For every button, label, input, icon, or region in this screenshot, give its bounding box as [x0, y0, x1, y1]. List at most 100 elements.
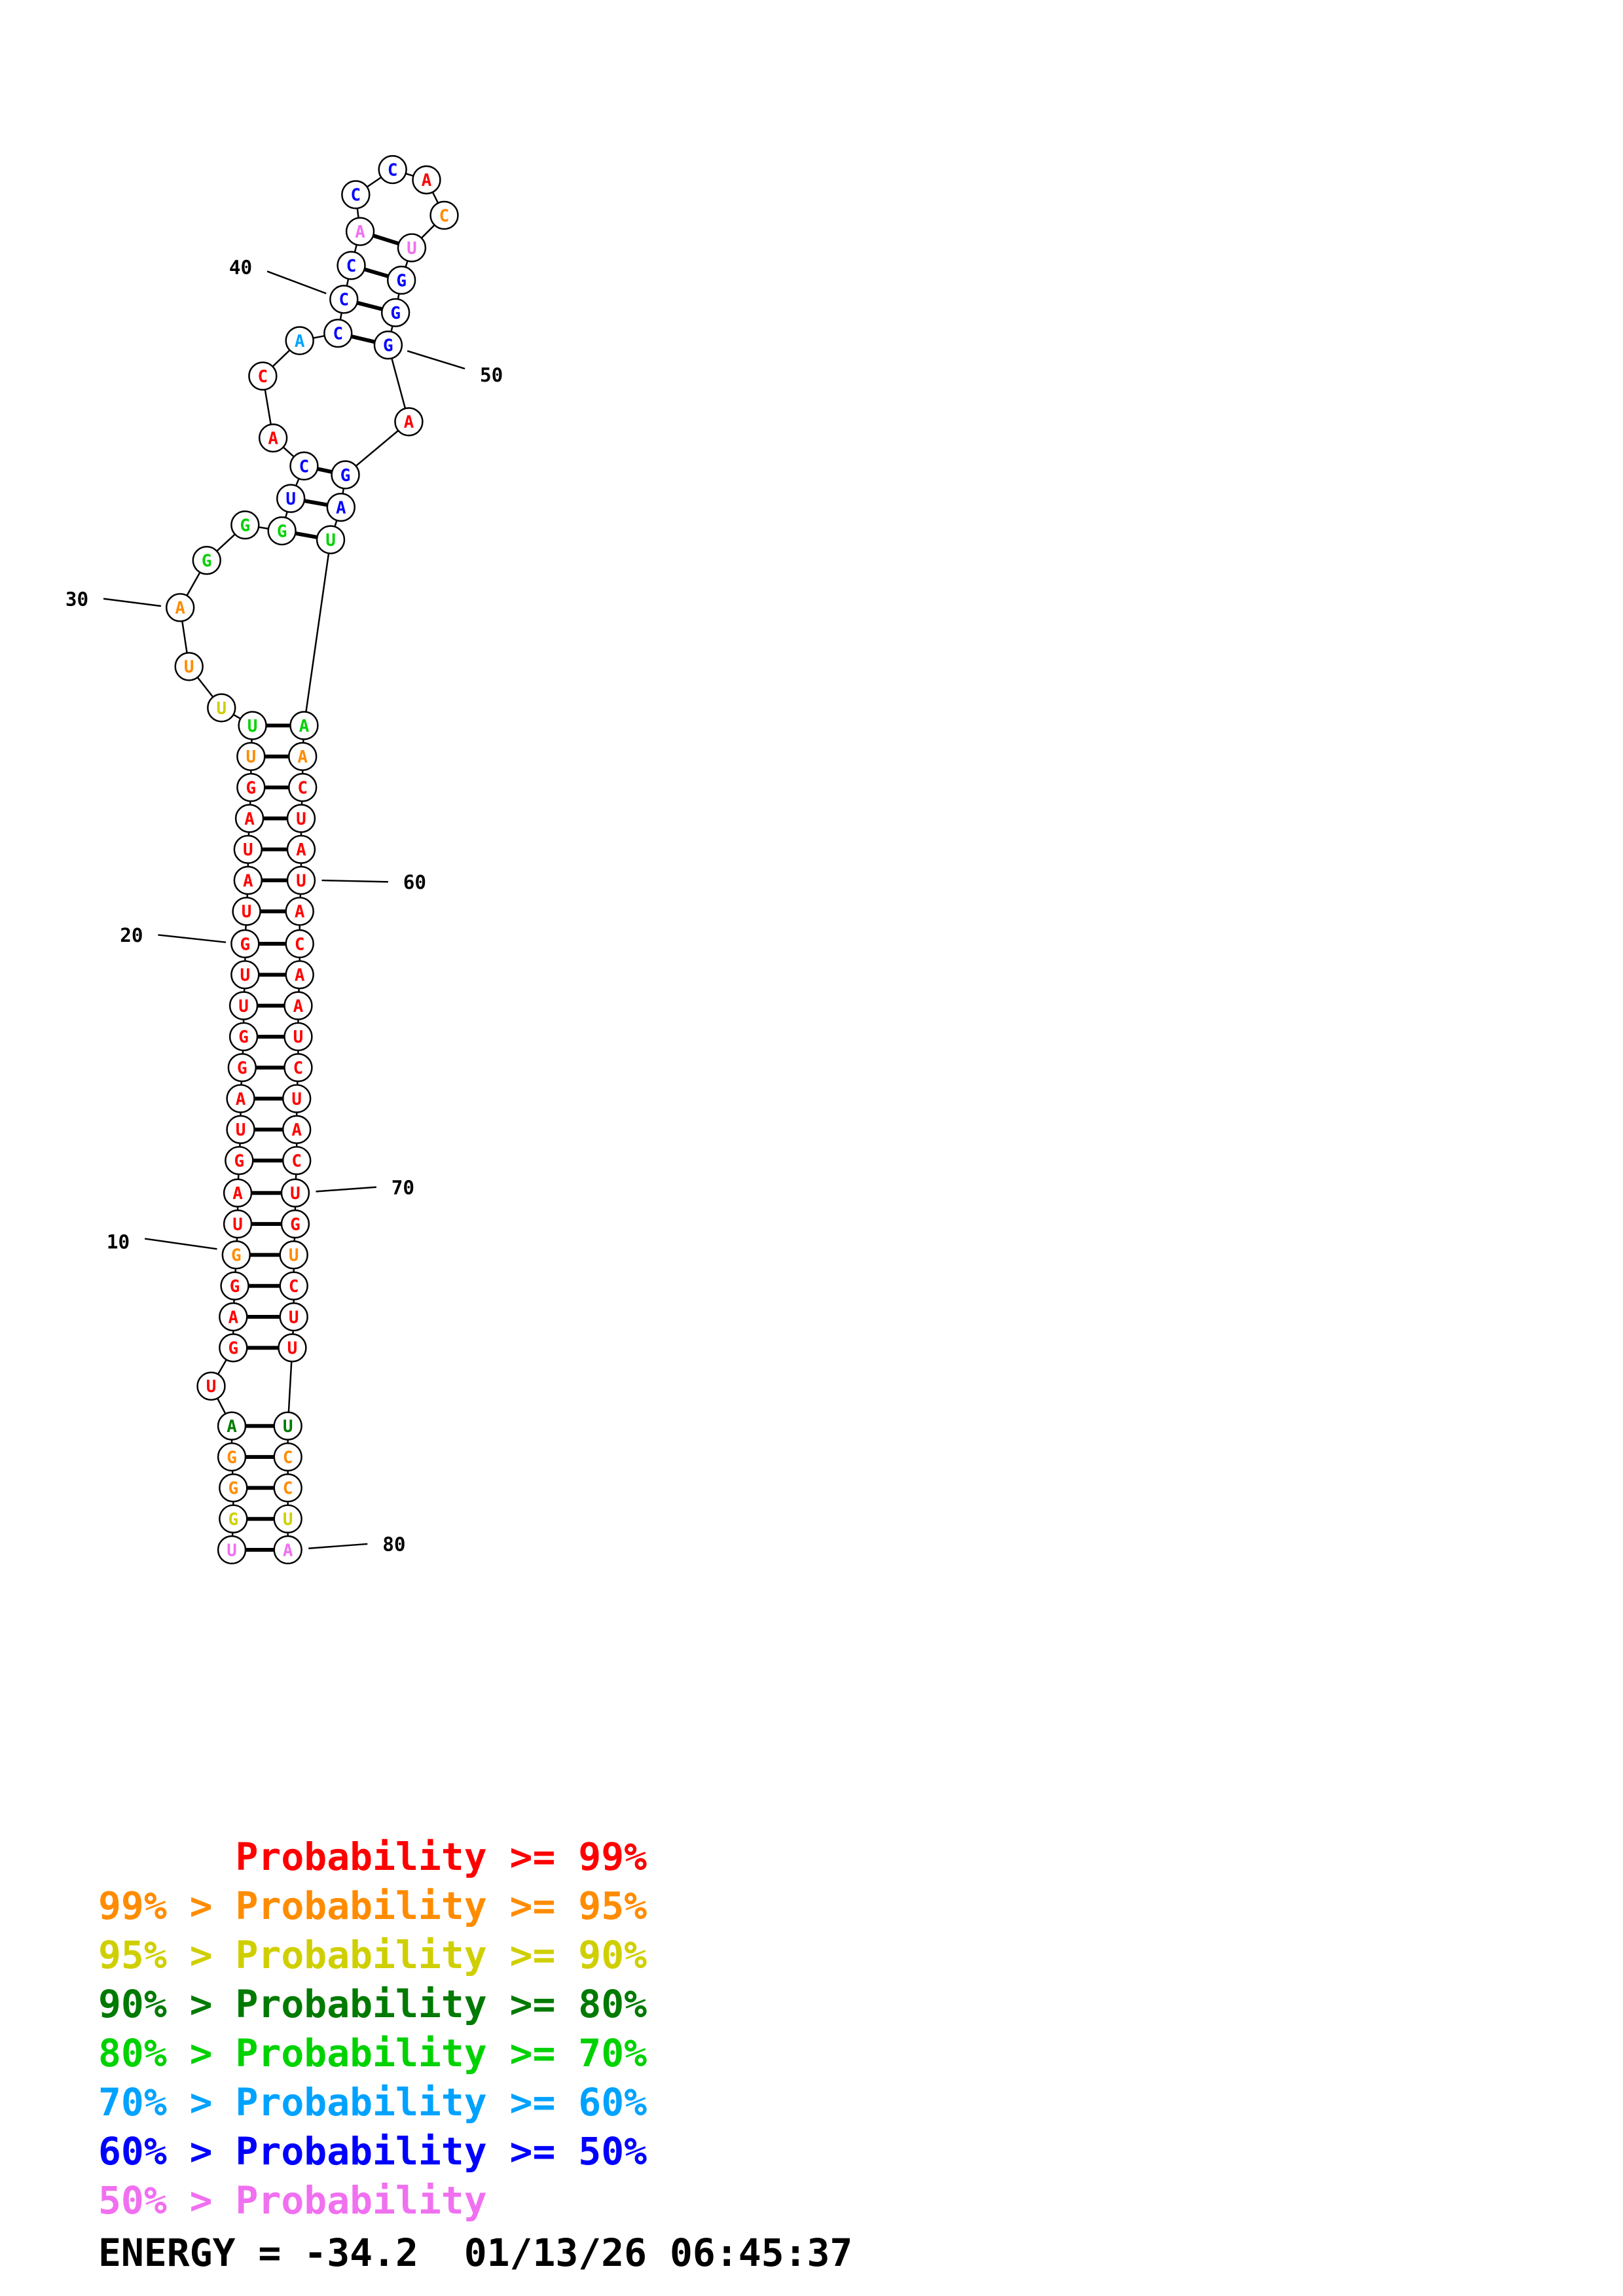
nucleotide-circle: [219, 1473, 248, 1503]
nucleotide-circle: [219, 1333, 248, 1363]
nucleotide-base: U: [227, 1541, 237, 1560]
nucleotide-base: U: [184, 658, 194, 677]
nucleotide-circle: [279, 1302, 308, 1332]
nucleotide-base: A: [236, 1090, 246, 1109]
sequence-number-label: 20: [120, 924, 143, 946]
nucleotide-circle: [196, 1371, 226, 1401]
nucleotide-base: C: [297, 778, 308, 798]
nucleotide-circle: [285, 960, 314, 990]
nucleotide-base: G: [228, 1479, 238, 1499]
nucleotide-circle: [232, 897, 261, 926]
nucleotide-base: A: [295, 903, 305, 922]
nucleotide-base: U: [242, 903, 252, 922]
label-leader-line: [308, 1543, 368, 1549]
nucleotide-circle: [226, 1084, 255, 1113]
nucleotide-circle: [228, 1022, 259, 1052]
sequence-number-label: 80: [382, 1533, 405, 1555]
nucleotide-circle: [248, 361, 278, 391]
nucleotide-circle: [267, 516, 297, 546]
backbone-line: [303, 539, 332, 726]
nucleotide-base: A: [295, 332, 305, 351]
nucleotide-base: U: [325, 531, 336, 550]
nucleotide-circle: [280, 1178, 310, 1208]
nucleotide-base: A: [175, 599, 185, 619]
nucleotide-circle: [278, 1333, 307, 1363]
nucleotide-base: G: [240, 935, 251, 954]
nucleotide-circle: [273, 1442, 302, 1472]
legend-line-p70: 80% > Probability >= 70%: [98, 2031, 647, 2075]
label-leader-line: [158, 934, 227, 943]
nucleotide-circle: [331, 460, 360, 490]
legend-line-p90: 95% > Probability >= 90%: [98, 1933, 647, 1977]
nucleotide-base: A: [228, 1308, 238, 1327]
nucleotide-base: G: [246, 778, 257, 798]
nucleotide-base: G: [396, 271, 407, 291]
nucleotide-circle: [282, 1145, 312, 1175]
nucleotide-circle: [380, 298, 410, 327]
legend-line-p60: 70% > Probability >= 60%: [98, 2080, 647, 2125]
nucleotide-circle: [174, 652, 204, 681]
nucleotide-base: G: [234, 1151, 245, 1171]
nucleotide-circle: [273, 1473, 302, 1503]
nucleotide-base: G: [238, 1028, 249, 1047]
nucleotide-circle: [289, 711, 319, 740]
label-leader-line: [144, 1238, 217, 1250]
nucleotide-base: C: [439, 206, 450, 226]
nucleotide-base: U: [238, 997, 249, 1016]
nucleotide-circle: [221, 1240, 251, 1270]
nucleotide-base: U: [283, 1417, 293, 1437]
nucleotide-base: G: [231, 1246, 242, 1266]
sequence-number-label: 60: [403, 871, 426, 893]
nucleotide-base: A: [296, 840, 306, 860]
nucleotide-base: U: [293, 1028, 304, 1047]
nucleotide-circle: [236, 742, 266, 772]
nucleotide-base: A: [283, 1541, 293, 1560]
nucleotide-base: A: [268, 429, 278, 448]
nucleotide-circle: [394, 407, 424, 437]
nucleotide-circle: [323, 318, 353, 348]
nucleotide-base: A: [336, 498, 346, 518]
nucleotide-circle: [283, 1022, 313, 1052]
nucleotide-base: A: [232, 1184, 243, 1204]
nucleotide-circle: [329, 285, 359, 314]
nucleotide-circle: [219, 1302, 248, 1332]
nucleotide-base: C: [283, 1448, 293, 1467]
nucleotide-base: G: [240, 516, 251, 535]
nucleotide-base: C: [338, 291, 349, 310]
nucleotide-base: A: [243, 871, 253, 891]
legend-line-p80: 90% > Probability >= 80%: [98, 1982, 647, 2026]
nucleotide-circle: [288, 772, 318, 802]
label-leader-line: [316, 1186, 376, 1193]
nucleotide-circle: [285, 326, 314, 355]
nucleotide-base: G: [202, 551, 212, 571]
nucleotide-base: C: [295, 935, 305, 954]
nucleotide-circle: [233, 834, 263, 864]
nucleotide-base: U: [216, 699, 227, 719]
nucleotide-circle: [207, 693, 236, 723]
nucleotide-base: A: [227, 1417, 237, 1437]
nucleotide-circle: [326, 492, 356, 522]
nucleotide-base: C: [346, 257, 357, 276]
label-leader-line: [321, 879, 388, 883]
nucleotide-base: G: [340, 466, 351, 486]
nucleotide-circle: [217, 1411, 247, 1441]
nucleotide-circle: [280, 1209, 310, 1239]
nucleotide-circle: [192, 545, 221, 575]
nucleotide-circle: [220, 1271, 249, 1300]
nucleotide-base: U: [287, 1339, 298, 1359]
nucleotide-circle: [227, 1053, 257, 1083]
legend-line-p95: 99% > Probability >= 95%: [98, 1884, 647, 1928]
nucleotide-circle: [279, 1240, 308, 1270]
nucleotide-circle: [412, 165, 441, 195]
nucleotide-base: G: [390, 304, 401, 323]
nucleotide-circle: [234, 804, 264, 833]
nucleotide-circle: [378, 154, 407, 185]
nucleotide-base: C: [293, 1059, 304, 1079]
nucleotide-base: A: [355, 223, 365, 242]
sequence-number-label: 50: [480, 364, 503, 386]
nucleotide-base: U: [283, 1510, 293, 1530]
nucleotide-base: C: [283, 1479, 293, 1499]
nucleotide-base: C: [333, 325, 343, 344]
